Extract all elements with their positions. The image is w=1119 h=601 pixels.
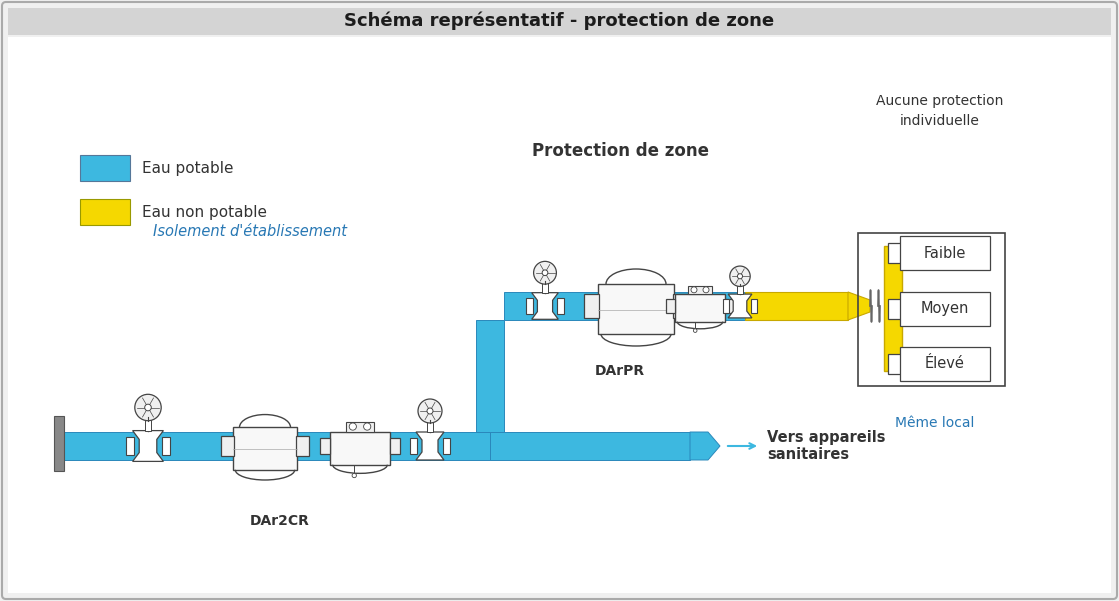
- Bar: [737, 284, 743, 294]
- Circle shape: [427, 408, 433, 414]
- Bar: [888, 299, 901, 319]
- Bar: [542, 281, 548, 293]
- Text: Eau potable: Eau potable: [142, 160, 234, 175]
- Circle shape: [534, 261, 556, 284]
- Bar: [126, 437, 133, 455]
- Bar: [900, 236, 990, 270]
- Bar: [346, 421, 375, 432]
- Bar: [63, 432, 490, 460]
- Bar: [427, 420, 433, 432]
- Text: Moyen: Moyen: [921, 302, 969, 317]
- Circle shape: [349, 423, 356, 430]
- Bar: [490, 432, 690, 460]
- Text: Aucune protection
individuelle: Aucune protection individuelle: [876, 94, 1004, 128]
- Circle shape: [694, 329, 697, 332]
- Bar: [54, 416, 64, 471]
- Bar: [900, 292, 990, 326]
- Text: Même local: Même local: [895, 416, 975, 430]
- Bar: [8, 8, 1111, 35]
- Bar: [858, 233, 1005, 386]
- Bar: [667, 299, 676, 313]
- Bar: [725, 299, 734, 313]
- Text: Schéma représentatif - protection de zone: Schéma représentatif - protection de zon…: [344, 12, 774, 30]
- Text: Faible: Faible: [924, 245, 966, 260]
- Polygon shape: [690, 432, 720, 460]
- Bar: [144, 418, 151, 430]
- Bar: [900, 300, 902, 318]
- Circle shape: [364, 423, 370, 430]
- Bar: [745, 292, 848, 320]
- Polygon shape: [848, 292, 869, 320]
- Bar: [162, 437, 170, 455]
- Polygon shape: [728, 294, 752, 318]
- Bar: [443, 438, 450, 454]
- Text: Vers appareils
sanitaires: Vers appareils sanitaires: [767, 430, 885, 462]
- Text: Protection de zone: Protection de zone: [532, 142, 708, 160]
- Text: Isolement d'établissement: Isolement d'établissement: [153, 224, 347, 239]
- Bar: [320, 438, 330, 454]
- Circle shape: [703, 287, 709, 293]
- Bar: [723, 299, 728, 313]
- Circle shape: [134, 394, 161, 421]
- Polygon shape: [132, 430, 163, 462]
- Text: DAr2CR: DAr2CR: [250, 514, 310, 528]
- Bar: [557, 299, 564, 314]
- Circle shape: [737, 273, 743, 279]
- Polygon shape: [532, 293, 558, 319]
- Bar: [675, 294, 725, 322]
- Bar: [410, 438, 417, 454]
- Circle shape: [419, 399, 442, 423]
- Bar: [598, 284, 674, 334]
- Bar: [884, 246, 902, 371]
- Bar: [900, 347, 990, 381]
- Bar: [751, 299, 756, 313]
- Bar: [888, 354, 901, 374]
- Bar: [79, 199, 130, 225]
- Bar: [584, 294, 599, 318]
- Bar: [79, 155, 130, 181]
- Text: Eau non potable: Eau non potable: [142, 204, 267, 219]
- Circle shape: [692, 287, 697, 293]
- Text: DArPR: DArPR: [595, 364, 645, 378]
- Bar: [330, 432, 391, 465]
- Circle shape: [352, 474, 356, 478]
- Circle shape: [144, 404, 151, 411]
- Bar: [504, 292, 745, 320]
- Bar: [297, 436, 309, 456]
- Bar: [233, 427, 298, 470]
- Bar: [476, 320, 504, 432]
- Bar: [673, 294, 688, 318]
- Bar: [688, 285, 712, 294]
- Bar: [900, 355, 902, 373]
- Bar: [888, 243, 901, 263]
- Bar: [389, 438, 401, 454]
- Text: Élevé: Élevé: [925, 356, 965, 371]
- Bar: [900, 244, 902, 262]
- Bar: [220, 436, 234, 456]
- Circle shape: [542, 270, 548, 276]
- Circle shape: [730, 266, 750, 287]
- Bar: [526, 299, 533, 314]
- Polygon shape: [416, 432, 444, 460]
